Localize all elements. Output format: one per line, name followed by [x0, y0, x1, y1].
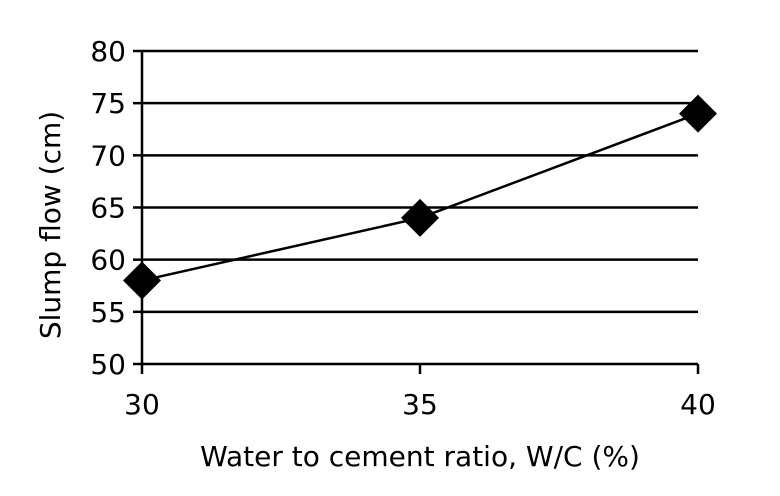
x-tick-label: 40 [680, 388, 716, 421]
series-slump-flow [123, 94, 717, 300]
series-line [141, 112, 699, 282]
x-tick-labels: 30 35 40 [124, 388, 716, 421]
data-point-diamond-35 [401, 198, 439, 237]
y-axis-title: Slump flow (cm) [34, 111, 67, 339]
y-tick-label: 80 [90, 35, 126, 68]
data-point-diamond-30 [123, 261, 161, 300]
axes [133, 49, 700, 374]
y-tick-labels: 50 55 60 65 70 75 80 [90, 35, 126, 381]
data-point-diamond-40 [679, 94, 717, 133]
x-tick-label: 35 [402, 388, 438, 421]
y-tick-label: 55 [90, 296, 126, 329]
y-tick-label: 65 [90, 192, 126, 225]
y-tick-label: 60 [90, 244, 126, 277]
y-tick-label: 50 [90, 348, 126, 381]
x-tick-label: 30 [124, 388, 160, 421]
y-tick-label: 70 [90, 139, 126, 172]
x-axis-title: Water to cement ratio, W/C (%) [200, 440, 640, 473]
y-tick-label: 75 [90, 87, 126, 120]
